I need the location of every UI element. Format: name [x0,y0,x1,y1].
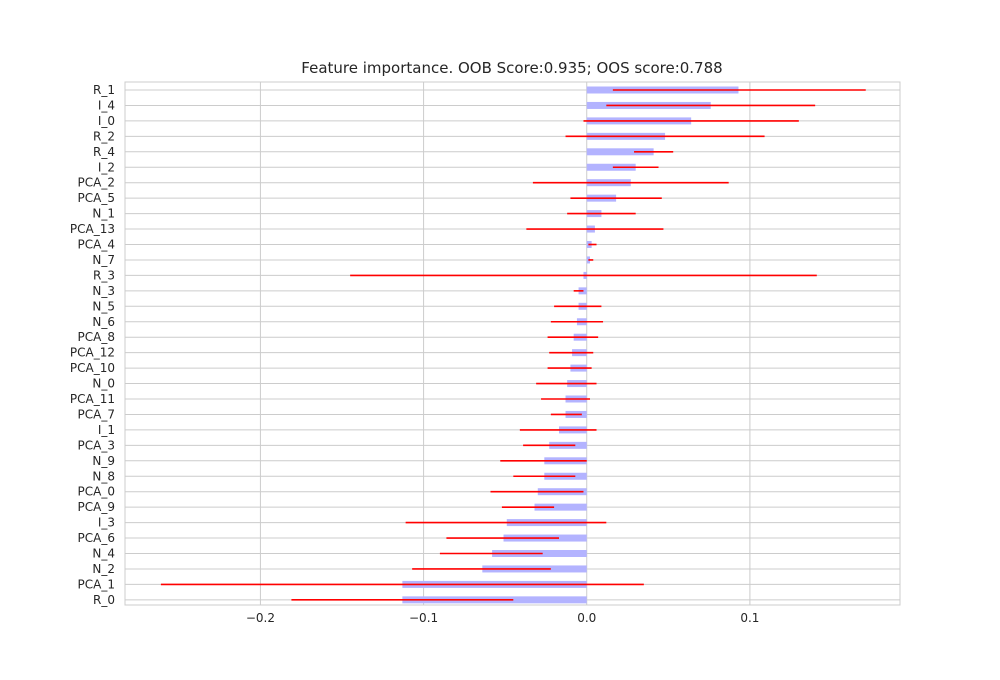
y-tick-label: PCA_7 [78,407,115,421]
y-tick-label: N_0 [92,377,115,391]
y-tick-label: PCA_8 [78,330,115,344]
y-tick-label: N_6 [92,315,115,329]
y-tick-label: PCA_2 [78,176,115,190]
y-tick-label: I_0 [98,114,115,128]
y-tick-label: N_9 [92,454,115,468]
x-tick-label: −0.1 [409,611,438,625]
x-tick-label: 0.0 [577,611,596,625]
y-tick-label: I_1 [98,423,115,437]
y-tick-label: PCA_0 [78,485,115,499]
y-tick-label: PCA_1 [78,577,115,591]
chart-title: Feature importance. OOB Score:0.935; OOS… [301,59,722,77]
x-tick-label: 0.1 [740,611,759,625]
y-tick-label: I_2 [98,160,115,174]
y-tick-label: PCA_12 [70,346,115,360]
y-tick-label: N_5 [92,299,115,313]
y-tick-label: PCA_5 [78,191,115,205]
y-tick-label: PCA_10 [70,361,115,375]
y-tick-label: N_4 [92,547,115,561]
y-tick-label: PCA_13 [70,222,115,236]
y-tick-label: N_2 [92,562,115,576]
x-tick-label: −0.2 [246,611,275,625]
y-tick-label: PCA_3 [78,438,115,452]
y-tick-label: R_2 [93,129,115,143]
y-tick-label: R_3 [93,268,115,282]
y-tick-label: I_4 [98,98,115,112]
y-tick-label: PCA_6 [78,531,115,545]
y-tick-label: N_7 [92,253,115,267]
y-tick-label: N_3 [92,284,115,298]
y-tick-label: N_1 [92,207,115,221]
y-tick-label: PCA_11 [70,392,115,406]
y-tick-label: PCA_4 [78,238,115,252]
y-tick-label: PCA_9 [78,500,115,514]
y-tick-label: I_3 [98,516,115,530]
y-tick-label: R_0 [93,593,115,607]
y-tick-label: R_4 [93,145,115,159]
y-tick-label: R_1 [93,83,115,97]
y-tick-label: N_8 [92,469,115,483]
